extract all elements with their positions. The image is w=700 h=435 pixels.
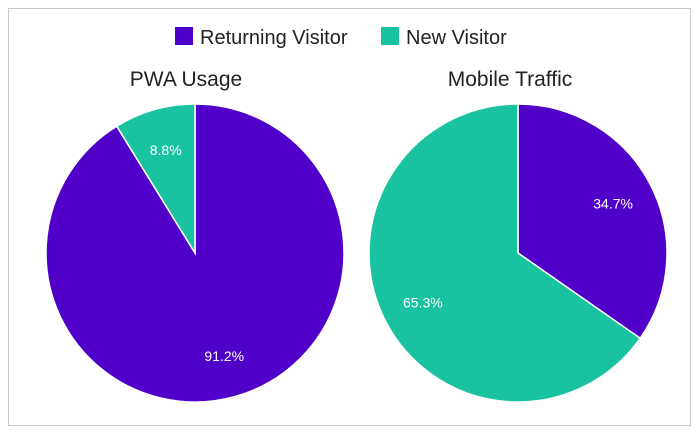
- legend-label-new-visitor: New Visitor: [406, 27, 507, 49]
- chart-title-pwa-usage: PWA Usage: [130, 68, 242, 91]
- slice-label-new-visitor: 8.8%: [150, 142, 182, 158]
- legend-swatch-returning-visitor: [175, 27, 193, 45]
- pie-mobile-traffic: 34.7% 65.3%: [368, 103, 668, 403]
- chart-title-mobile-traffic: Mobile Traffic: [448, 68, 573, 91]
- pie-slice-new-visitor: [115, 103, 196, 256]
- slice-label-new-visitor: 65.3%: [403, 295, 443, 311]
- legend-label-returning-visitor: Returning Visitor: [200, 27, 348, 49]
- slice-label-returning-visitor: 91.2%: [204, 348, 244, 364]
- pie-slice-returning-visitor: [517, 103, 668, 340]
- pie-slice-new-visitor: [368, 103, 642, 403]
- legend-swatch-new-visitor: [381, 27, 399, 45]
- slice-label-returning-visitor: 34.7%: [593, 195, 633, 211]
- pie-pwa-usage: 91.2% 8.8%: [45, 103, 345, 403]
- legend: Returning Visitor New Visitor: [175, 27, 507, 49]
